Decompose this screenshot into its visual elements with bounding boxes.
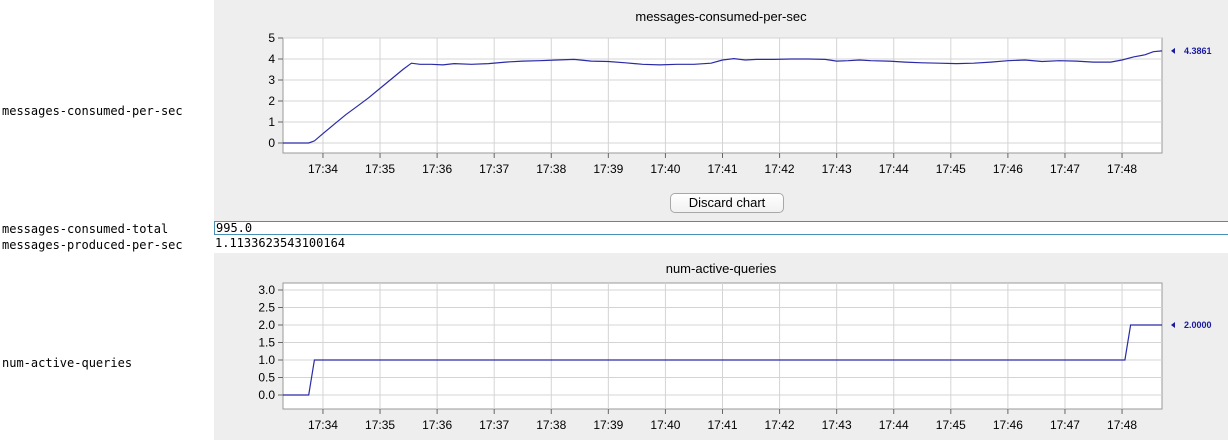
x-tick-label: 17:43 — [822, 418, 852, 432]
messages-produced-per-sec-value: 1.1133623543100164 — [215, 236, 346, 250]
y-tick-label: 2.5 — [258, 301, 275, 315]
y-tick-label: 0.0 — [258, 388, 275, 402]
x-tick-label: 17:47 — [1050, 162, 1080, 176]
x-tick-label: 17:34 — [308, 162, 338, 176]
x-tick-label: 17:41 — [707, 162, 737, 176]
x-tick-label: 17:39 — [593, 418, 623, 432]
x-tick-label: 17:46 — [993, 162, 1023, 176]
x-tick-label: 17:44 — [879, 162, 909, 176]
last-value-marker — [1171, 322, 1175, 328]
last-value-label: 2.0000 — [1184, 320, 1212, 330]
last-value-marker — [1171, 47, 1175, 54]
messages-consumed-total-value[interactable]: 995.0 — [214, 221, 1228, 235]
y-tick-label: 0.5 — [258, 371, 275, 385]
y-tick-label: 1.0 — [258, 353, 275, 367]
y-tick-label: 5 — [268, 31, 275, 45]
chart-title-consumed: messages-consumed-per-sec — [635, 9, 807, 24]
x-tick-label: 17:43 — [822, 162, 852, 176]
x-tick-label: 17:37 — [479, 162, 509, 176]
row-label-num-active-queries: num-active-queries — [2, 356, 133, 370]
x-tick-label: 17:40 — [650, 162, 680, 176]
y-tick-label: 2 — [268, 94, 275, 108]
x-tick-label: 17:42 — [765, 162, 795, 176]
row-label-messages-consumed-per-sec: messages-consumed-per-sec — [2, 104, 183, 118]
x-tick-label: 17:38 — [536, 418, 566, 432]
y-tick-label: 3 — [268, 73, 275, 87]
x-tick-label: 17:36 — [422, 418, 452, 432]
discard-chart-button[interactable]: Discard chart — [670, 193, 784, 213]
row-label-messages-produced-per-sec: messages-produced-per-sec — [2, 238, 183, 252]
x-tick-label: 17:37 — [479, 418, 509, 432]
x-tick-label: 17:48 — [1107, 162, 1137, 176]
y-tick-label: 2.0 — [258, 318, 275, 332]
x-tick-label: 17:40 — [650, 418, 680, 432]
last-value-label: 4.3861 — [1184, 46, 1212, 56]
x-tick-label: 17:38 — [536, 162, 566, 176]
x-tick-label: 17:35 — [365, 162, 395, 176]
x-tick-label: 17:44 — [879, 418, 909, 432]
x-tick-label: 17:39 — [593, 162, 623, 176]
x-tick-label: 17:35 — [365, 418, 395, 432]
series-line — [283, 50, 1163, 144]
chart-title-active-queries: num-active-queries — [665, 261, 777, 276]
series-line — [283, 324, 1162, 396]
y-tick-label: 0 — [268, 136, 275, 150]
x-tick-label: 17:36 — [422, 162, 452, 176]
y-tick-label: 1 — [268, 115, 275, 129]
y-tick-label: 3.0 — [258, 283, 275, 297]
x-tick-label: 17:45 — [936, 162, 966, 176]
x-tick-label: 17:46 — [993, 418, 1023, 432]
y-tick-label: 1.5 — [258, 336, 275, 350]
x-tick-label: 17:48 — [1107, 418, 1137, 432]
row-label-messages-consumed-total: messages-consumed-total — [2, 222, 169, 236]
x-tick-label: 17:45 — [936, 418, 966, 432]
y-tick-label: 4 — [268, 52, 275, 66]
x-tick-label: 17:34 — [308, 418, 338, 432]
x-tick-label: 17:41 — [707, 418, 737, 432]
x-tick-label: 17:47 — [1050, 418, 1080, 432]
x-tick-label: 17:42 — [765, 418, 795, 432]
